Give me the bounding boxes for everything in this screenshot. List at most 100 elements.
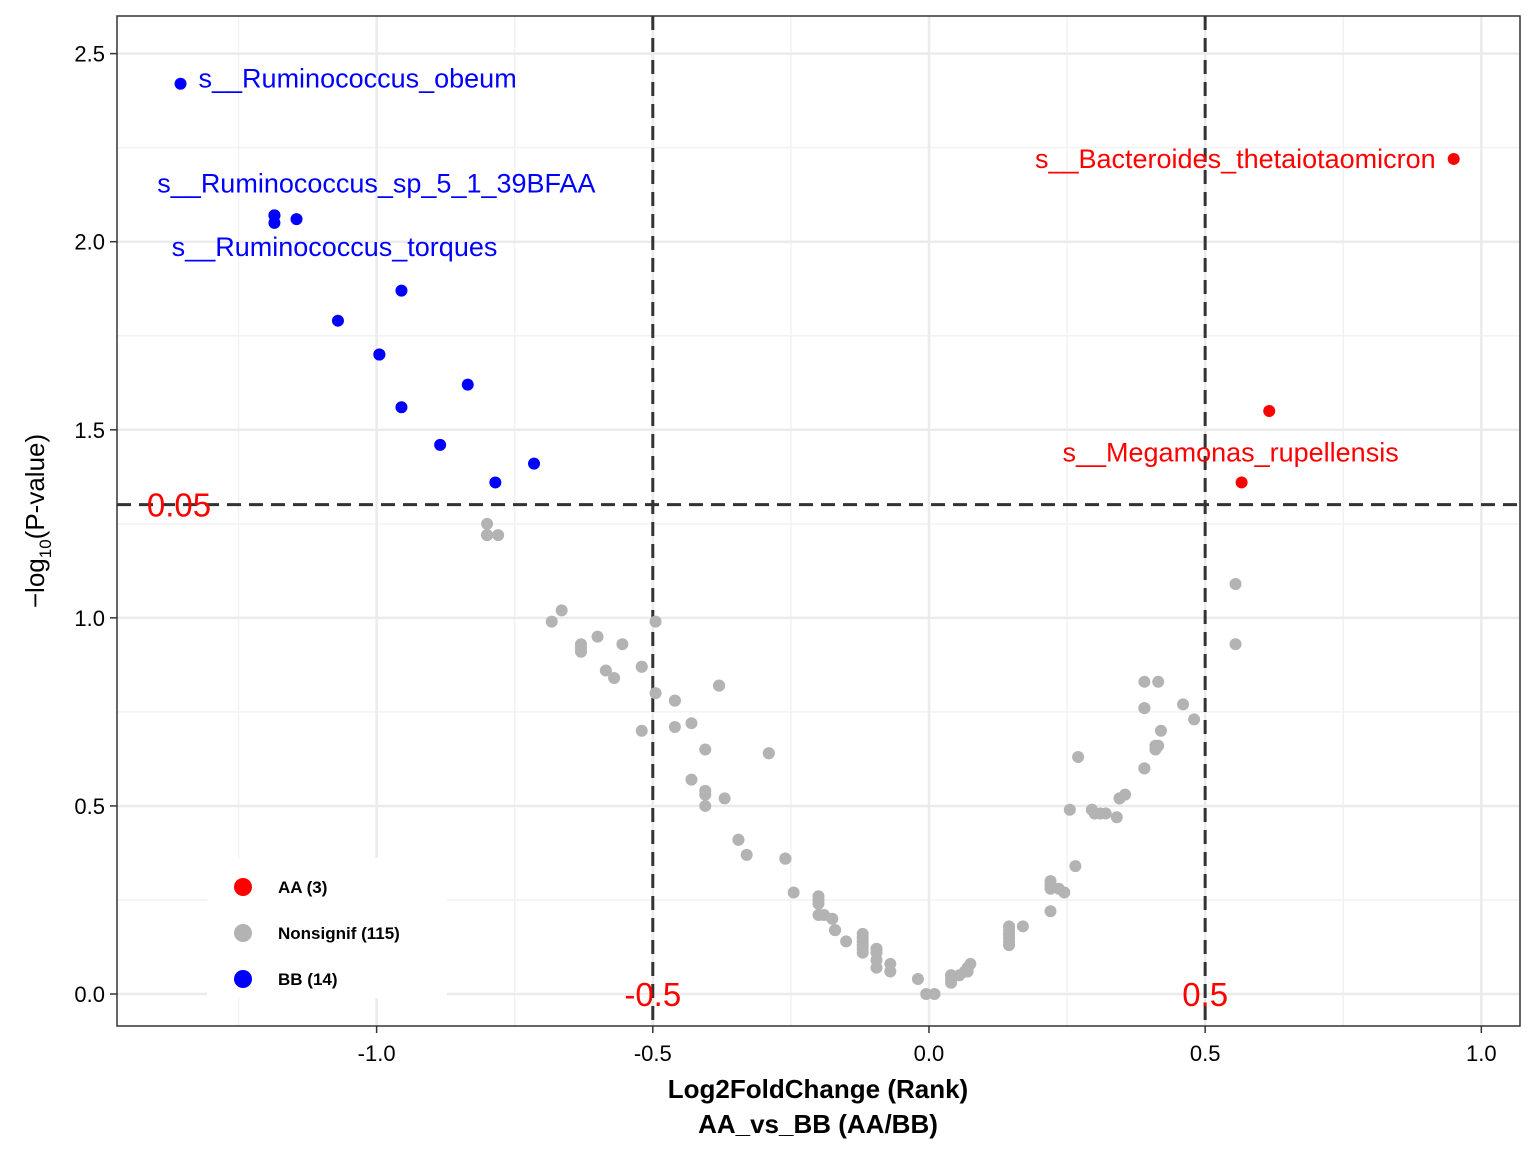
data-point-nonsignif [1177,698,1190,711]
data-point-nonsignif [713,679,726,692]
data-point-nonsignif [1044,905,1057,918]
y-axis: 0.0 0.5 1.0 1.5 2.0 2.5 [74,42,117,1007]
x-tick-label: 0.0 [914,1041,945,1066]
data-point-nonsignif [616,638,629,651]
y-axis-title: −log10(P-value) [20,434,55,608]
legend-key-nonsignif [234,924,252,942]
data-point-nonsignif [649,687,662,700]
point-label: s__Ruminococcus_torques [172,232,498,262]
y-tick-label: 0.5 [74,794,105,819]
data-point-nonsignif [1138,762,1151,775]
x-tick-label: -0.5 [634,1041,672,1066]
data-point-nonsignif [481,529,494,542]
data-point-nonsignif [812,893,825,906]
data-points [174,77,1460,1001]
y-tick-label: 0.0 [74,982,105,1007]
panel-border [116,15,1521,1027]
data-point-nonsignif [685,773,698,786]
data-point-nonsignif [668,694,681,707]
data-point-nonsignif [1058,886,1071,899]
data-point-nonsignif [481,517,494,530]
data-point-nonsignif [1063,803,1076,816]
data-point-nonsignif [961,961,974,974]
data-point-nonsignif [649,615,662,628]
data-point-nonsignif [840,935,853,948]
data-point-nonsignif [945,969,958,982]
data-point-nonsignif [787,886,800,899]
data-point-nonsignif [762,747,775,760]
data-point-nonsignif [870,961,883,974]
data-point-nonsignif [555,604,568,617]
point-label: s__Bacteroides_thetaiotaomicron [1035,144,1436,174]
point-labels: s__Ruminococcus_obeum s__Ruminococcus_sp_… [157,64,1435,468]
data-point-bb [461,378,474,391]
data-point-nonsignif [1229,578,1242,591]
data-point-nonsignif [884,965,897,978]
x-axis-title: Log2FoldChange (Rank) [668,1074,968,1104]
data-point-nonsignif [699,743,712,756]
data-point-bb [528,457,541,470]
data-point-nonsignif [856,935,869,948]
legend-key-aa [234,878,252,896]
data-point-nonsignif [1016,920,1029,933]
data-point-nonsignif [826,912,839,925]
reference-lines: 0.05 -0.5 0.5 [117,16,1520,1026]
data-point-nonsignif [492,529,505,542]
data-point-nonsignif [574,641,587,654]
x-axis: -1.0 -0.5 0.0 0.5 1.0 [358,1026,1497,1066]
x-tick-label: 0.5 [1190,1041,1221,1066]
y-tick-label: 1.0 [74,606,105,631]
data-point-nonsignif [699,784,712,797]
x-axis-subtitle: AA_vs_BB (AA/BB) [698,1109,938,1139]
y-tick-label: 2.0 [74,230,105,255]
y-tick-label: 1.5 [74,418,105,443]
data-point-nonsignif [911,972,924,985]
data-point-nonsignif [1154,724,1167,737]
data-point-nonsignif [732,833,745,846]
data-point-bb [331,314,344,327]
data-point-nonsignif [1229,638,1242,651]
data-point-bb [395,284,408,297]
data-point-nonsignif [1072,751,1085,764]
point-label: s__Ruminococcus_sp_5_1_39BFAA [157,168,595,198]
data-point-nonsignif [928,988,941,1001]
legend-label-nonsignif: Nonsignif (115) [278,924,400,943]
data-point-nonsignif [635,660,648,673]
data-point-bb [489,476,502,489]
data-point-nonsignif [545,615,558,628]
data-point-nonsignif [870,942,883,955]
data-point-nonsignif [856,946,869,959]
data-point-nonsignif [1085,803,1098,816]
y-axis-title-subscript: 10 [36,539,55,558]
data-point-aa [1447,152,1460,165]
data-point-bb [395,401,408,414]
data-point-nonsignif [608,672,621,685]
data-point-nonsignif [635,724,648,737]
legend-label-bb: BB (14) [278,970,338,989]
data-point-nonsignif [1149,739,1162,752]
panel-background [117,16,1520,1026]
data-point-aa [1263,404,1276,417]
data-point-nonsignif [1044,878,1057,891]
fold-change-threshold-label: 0.5 [1182,976,1228,1013]
data-point-nonsignif [829,924,842,937]
data-point-nonsignif [740,848,753,861]
legend-label-aa: AA (3) [278,878,327,897]
y-axis-title-prefix: −log [20,558,50,608]
svg-text:−log10(P-value): −log10(P-value) [20,434,55,608]
data-point-bb [434,438,447,451]
data-point-nonsignif [1152,675,1165,688]
data-point-nonsignif [920,988,933,1001]
y-axis-title-suffix: (P-value) [20,434,50,539]
data-point-nonsignif [1138,675,1151,688]
data-point-nonsignif [1113,792,1126,805]
data-point-aa [1235,476,1248,489]
legend: AA (3) Nonsignif (115) BB (14) [207,858,447,998]
data-point-nonsignif [591,630,604,643]
x-tick-label: -1.0 [358,1041,396,1066]
data-point-nonsignif [599,664,612,677]
y-tick-label: 2.5 [74,42,105,67]
data-point-nonsignif [1188,713,1201,726]
data-point-bb [174,77,187,90]
